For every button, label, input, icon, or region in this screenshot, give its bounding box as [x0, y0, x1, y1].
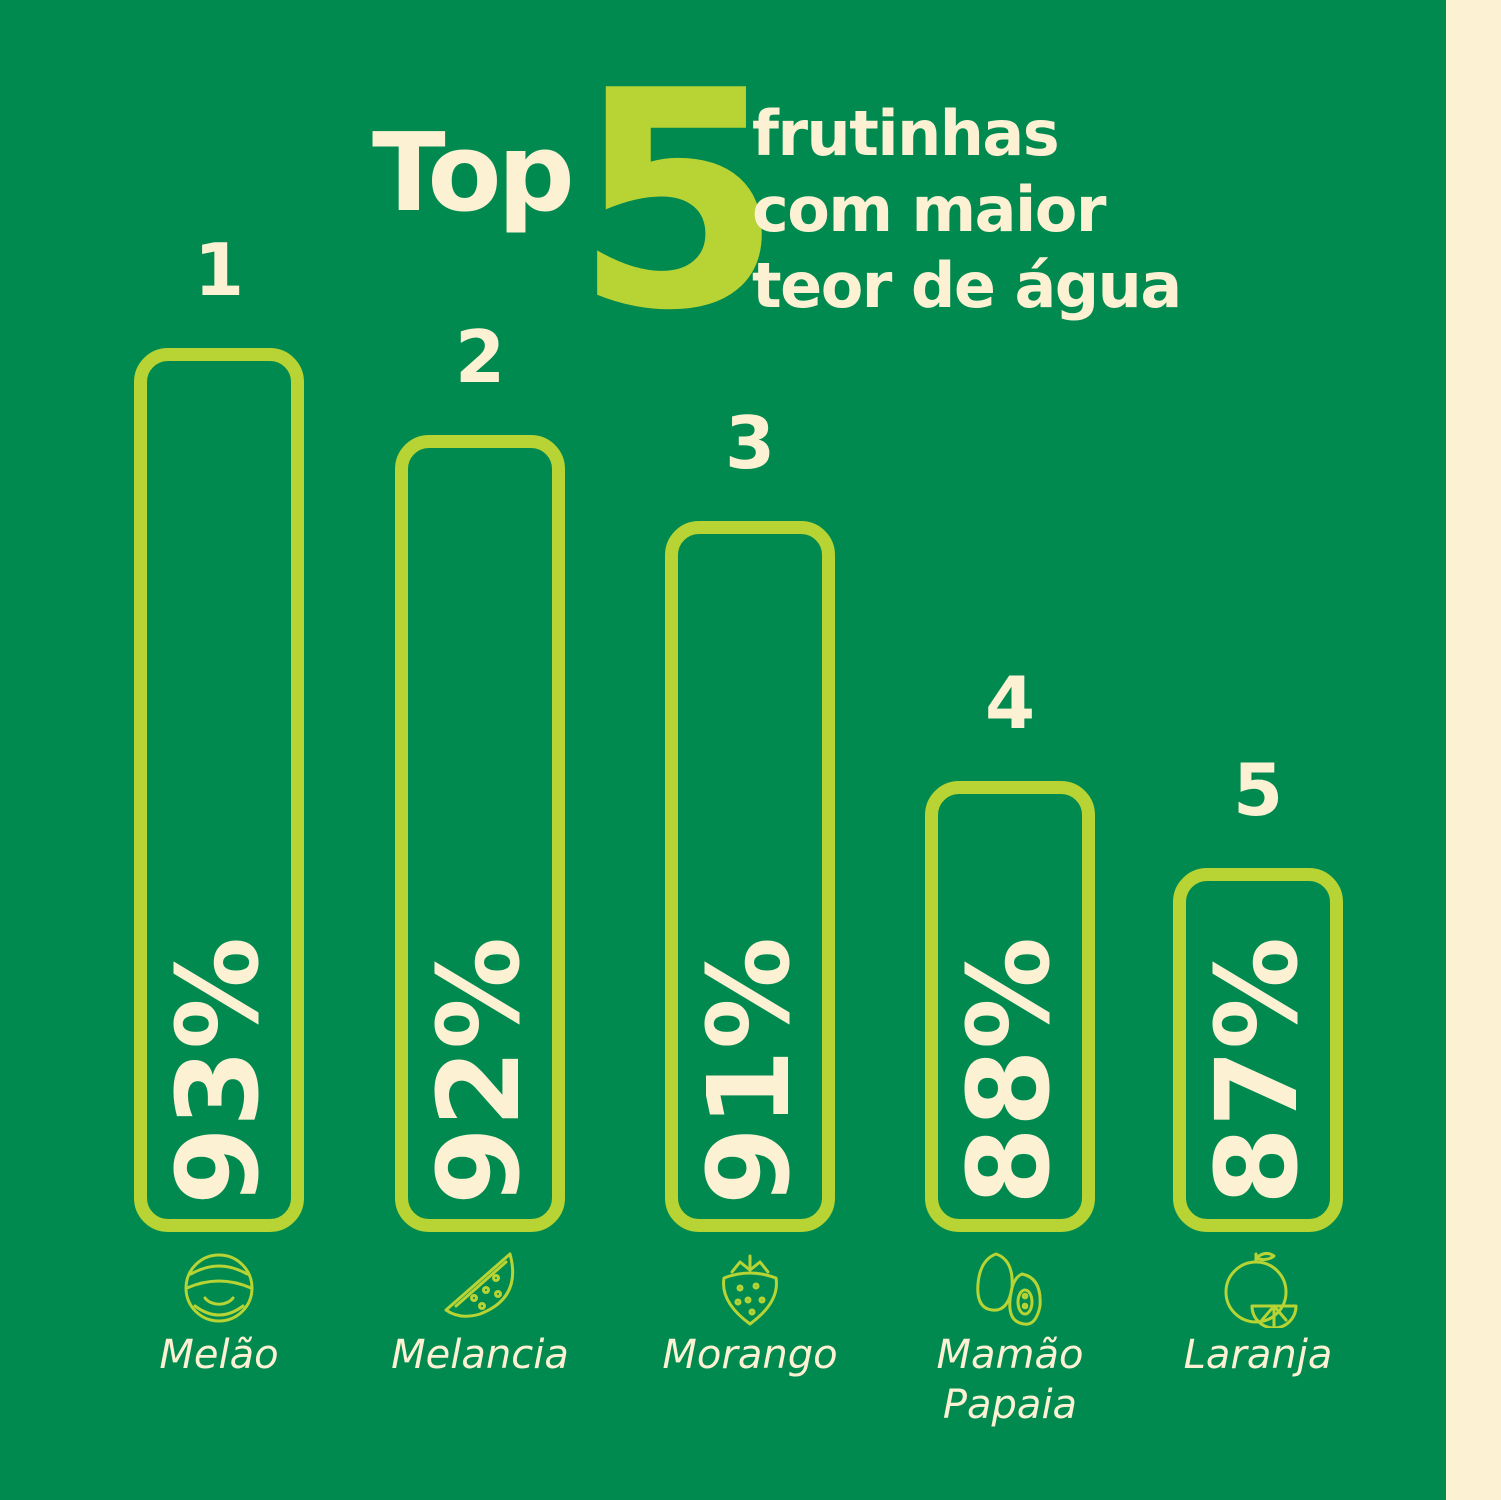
title-subtitle: frutinhas com maior teor de água — [752, 96, 1182, 324]
rank-number: 3 — [724, 401, 776, 486]
category-label: Mamão Papaia — [890, 1330, 1130, 1430]
bar: 93% — [134, 348, 304, 1232]
category-label: Melancia — [360, 1330, 600, 1380]
strawberry-icon — [722, 1254, 778, 1326]
category-label-line: Laranja — [1183, 1332, 1333, 1378]
category-label-line: Papaia — [942, 1382, 1078, 1428]
bar: 88% — [925, 781, 1095, 1232]
rank-number: 2 — [454, 314, 506, 399]
category-label-line: Morango — [662, 1332, 838, 1378]
title-line-3: teor de água — [752, 249, 1182, 322]
category-label: Laranja — [1138, 1330, 1378, 1380]
category-label-line: Melancia — [391, 1332, 569, 1378]
bar: 91% — [665, 521, 835, 1232]
rank-number: 1 — [193, 228, 245, 312]
title-line-1: frutinhas — [752, 97, 1060, 170]
data-label: 88% — [945, 936, 1075, 1205]
category-label-line: Melão — [159, 1332, 279, 1378]
data-label: 91% — [685, 936, 815, 1205]
title-number: 5 — [574, 27, 783, 376]
data-label: 93% — [154, 936, 284, 1205]
watermelon-icon — [444, 1252, 515, 1318]
data-label: 92% — [415, 936, 545, 1205]
bar: 92% — [395, 434, 565, 1232]
right-edge-strip — [1446, 0, 1501, 1500]
category-label: Morango — [630, 1330, 870, 1380]
title-prefix: Top — [372, 111, 575, 236]
melon-icon — [184, 1253, 254, 1323]
data-label: 87% — [1193, 936, 1323, 1205]
bar: 87% — [1173, 868, 1343, 1232]
papaya-icon — [976, 1252, 1042, 1326]
rank-number: 5 — [1232, 748, 1284, 832]
rank-number: 4 — [984, 661, 1036, 746]
title-line-2: com maior — [752, 173, 1106, 246]
category-label: Melão — [99, 1330, 339, 1380]
orange-icon — [1224, 1251, 1298, 1328]
infographic-background: Top 5 frutinhas com maior teor de água 1… — [0, 0, 1446, 1500]
category-label-line: Mamão — [936, 1332, 1084, 1378]
